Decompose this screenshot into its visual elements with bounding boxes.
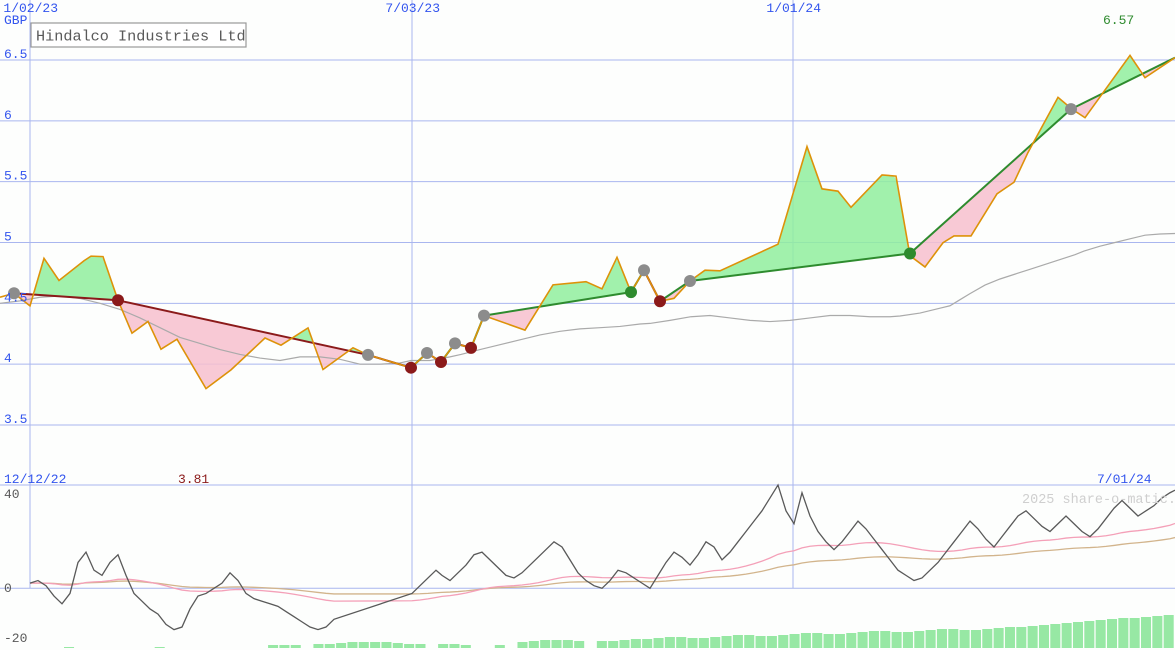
svg-text:-20: -20 — [4, 631, 27, 646]
svg-text:5: 5 — [4, 230, 12, 245]
svg-text:0: 0 — [4, 581, 12, 596]
svg-text:Hindalco Industries Ltd: Hindalco Industries Ltd — [36, 28, 246, 46]
svg-text:7/03/23: 7/03/23 — [385, 1, 440, 16]
svg-text:7/01/24: 7/01/24 — [1097, 472, 1152, 487]
svg-text:5.5: 5.5 — [4, 169, 27, 184]
svg-text:2025 share-o-matic.com: 2025 share-o-matic.com — [1022, 493, 1175, 508]
svg-text:1/01/24: 1/01/24 — [766, 1, 821, 16]
svg-text:40: 40 — [4, 487, 20, 502]
svg-text:4.5: 4.5 — [4, 290, 27, 305]
svg-text:3.5: 3.5 — [4, 412, 27, 427]
svg-text:6.57: 6.57 — [1103, 13, 1134, 28]
svg-text:3.81: 3.81 — [178, 472, 209, 487]
svg-text:12/12/22: 12/12/22 — [4, 472, 66, 487]
svg-text:4: 4 — [4, 351, 12, 366]
svg-text:6: 6 — [4, 108, 12, 123]
svg-text:6.5: 6.5 — [4, 47, 27, 62]
svg-text:1/02/23: 1/02/23 — [3, 1, 58, 16]
